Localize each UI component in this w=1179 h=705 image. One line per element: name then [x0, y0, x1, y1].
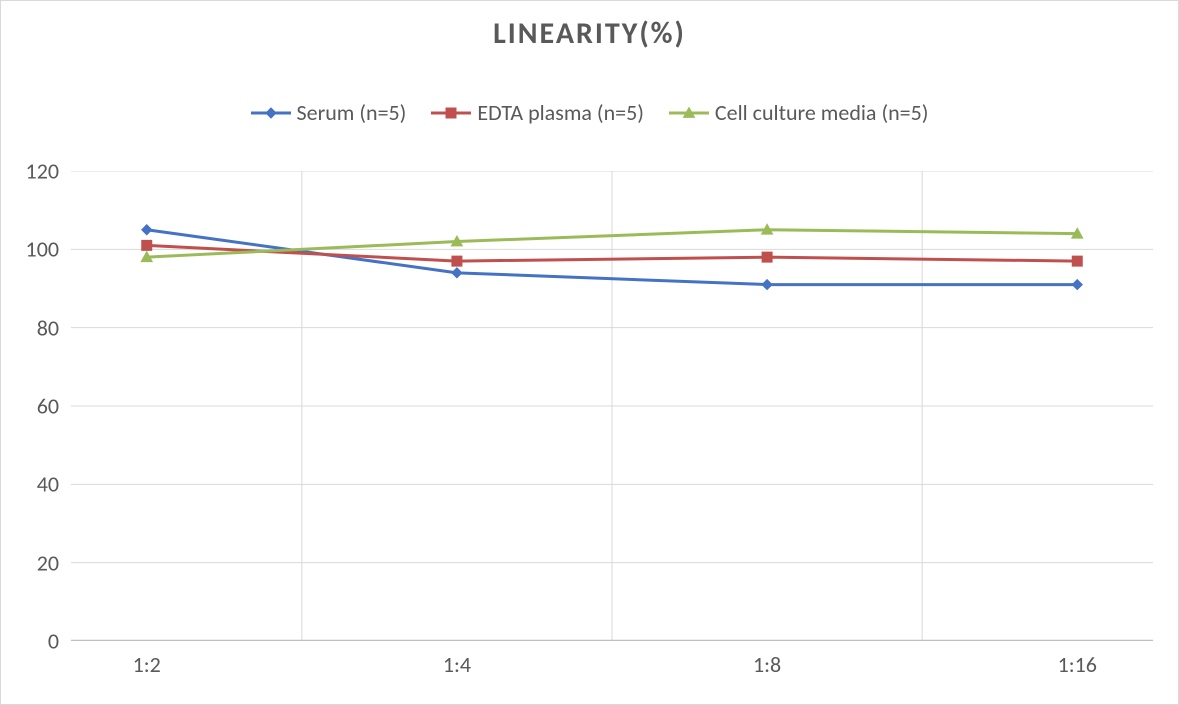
x-tick-label: 1:8 — [753, 651, 781, 678]
plot-area — [71, 171, 1153, 641]
y-tick-label: 40 — [1, 471, 59, 498]
series-marker-edta — [452, 256, 462, 266]
series-marker-edta — [762, 252, 772, 262]
legend-swatch-edta — [431, 104, 471, 122]
series-marker-edta — [1072, 256, 1082, 266]
series-marker-serum — [142, 225, 152, 235]
legend-swatch-svg-serum — [251, 104, 291, 122]
x-tick-label: 1:2 — [133, 651, 161, 678]
x-tick-label: 1:4 — [443, 651, 471, 678]
legend-label-ccm: Cell culture media (n=5) — [715, 99, 929, 126]
x-tick-label: 1:16 — [1058, 651, 1097, 678]
chart-container: LINEARITY(%) Serum (n=5) EDTA plasma (n=… — [0, 0, 1179, 705]
chart-legend: Serum (n=5) EDTA plasma (n=5) Cell cultu… — [1, 99, 1178, 128]
series-marker-edta — [142, 240, 152, 250]
legend-item-serum: Serum (n=5) — [251, 99, 407, 126]
y-tick-label: 80 — [1, 314, 59, 341]
plot-svg — [71, 171, 1153, 641]
y-tick-label: 60 — [1, 393, 59, 420]
legend-swatch-ccm — [669, 104, 709, 122]
legend-item-ccm: Cell culture media (n=5) — [669, 99, 929, 126]
series-marker-serum — [762, 280, 772, 290]
y-tick-label: 120 — [1, 158, 59, 185]
y-tick-label: 0 — [1, 628, 59, 655]
series-marker-serum — [1072, 280, 1082, 290]
legend-label-serum: Serum (n=5) — [297, 99, 407, 126]
legend-swatch-svg-edta — [431, 104, 471, 122]
legend-label-edta: EDTA plasma (n=5) — [477, 99, 644, 126]
legend-swatch-serum — [251, 104, 291, 122]
legend-item-edta: EDTA plasma (n=5) — [431, 99, 644, 126]
legend-swatch-svg-ccm — [669, 104, 709, 122]
y-tick-label: 20 — [1, 549, 59, 576]
chart-title: LINEARITY(%) — [1, 15, 1178, 52]
y-tick-label: 100 — [1, 236, 59, 263]
series-marker-serum — [452, 268, 462, 278]
